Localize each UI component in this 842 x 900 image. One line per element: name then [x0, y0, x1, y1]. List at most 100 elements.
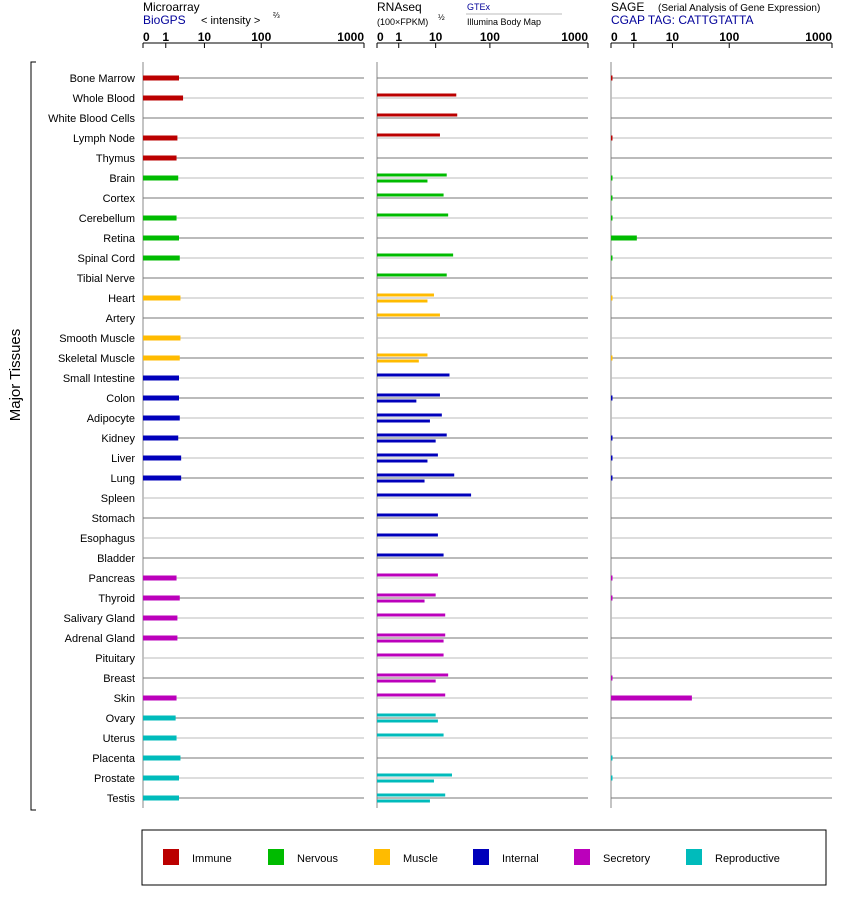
bar-sage — [611, 695, 692, 701]
x-tick-label: 10 — [429, 30, 443, 44]
bar-microarray — [143, 335, 181, 341]
bar-microarray — [143, 795, 180, 801]
bar-rnaseq-gtex — [377, 573, 438, 577]
tissue-label: Brain — [109, 173, 135, 185]
bar-sage — [611, 775, 613, 781]
x-tick-label: 100 — [251, 30, 271, 44]
legend-swatch-immune — [163, 849, 179, 865]
bar-rnaseq-bodymap — [377, 419, 430, 423]
tissue-label: Artery — [106, 313, 136, 325]
bar-rnaseq-bodymap — [377, 719, 438, 723]
tissue-label: Uterus — [103, 733, 136, 745]
bar-microarray — [143, 595, 180, 601]
tissue-label: Heart — [108, 293, 135, 305]
panel-note-gtex: GTEx — [467, 2, 491, 12]
x-tick-label: 100 — [480, 30, 500, 44]
bar-sage — [611, 75, 613, 81]
bar-microarray — [143, 135, 178, 141]
tissue-label: Bladder — [97, 553, 135, 565]
y-axis-bracket — [30, 61, 36, 811]
bar-microarray — [143, 735, 177, 741]
bar-rnaseq-gtex — [377, 393, 440, 397]
bar-rnaseq-gtex — [377, 513, 438, 517]
legend-label-nervous: Nervous — [297, 853, 338, 865]
tissue-label: Cerebellum — [79, 213, 135, 225]
tissue-label: Esophagus — [80, 533, 136, 545]
bar-rnaseq-gtex — [377, 733, 444, 737]
tissue-label: Skeletal Muscle — [58, 353, 135, 365]
bar-microarray — [143, 775, 180, 781]
bar-rnaseq-bodymap — [377, 439, 436, 443]
bar-microarray — [143, 615, 178, 621]
bar-rnaseq-gtex — [377, 553, 444, 557]
legend-swatch-internal — [473, 849, 489, 865]
bar-sage — [611, 675, 613, 681]
bar-rnaseq-gtex — [377, 133, 440, 137]
bar-sage — [611, 355, 613, 361]
x-tick-label: 100 — [719, 30, 739, 44]
x-tick-label: 1000 — [805, 30, 832, 44]
panel-header-sage: SAGE (Serial Analysis of Gene Expression… — [611, 0, 820, 27]
bar-rnaseq-gtex — [377, 293, 434, 297]
bar-rnaseq-gtex — [377, 493, 472, 497]
y-axis-title: Major Tissues — [7, 329, 24, 422]
bar-rnaseq-gtex — [377, 693, 446, 697]
legend-swatch-reproductive — [686, 849, 702, 865]
tissue-label: Spleen — [101, 493, 135, 505]
bar-rnaseq-gtex — [377, 193, 444, 197]
bar-rnaseq-gtex — [377, 653, 444, 657]
x-tick-label: 1000 — [561, 30, 588, 44]
bar-microarray — [143, 395, 180, 401]
bar-sage — [611, 475, 613, 481]
bar-rnaseq-gtex — [377, 593, 436, 597]
tissue-label: Skin — [114, 693, 135, 705]
bar-rnaseq-bodymap — [377, 599, 425, 603]
legend-label-secretory: Secretory — [603, 853, 651, 865]
panel-subtitle-extra: < intensity > — [201, 15, 260, 27]
bar-microarray — [143, 475, 182, 481]
tissue-label: Small Intestine — [63, 373, 135, 385]
x-tick-label: 10 — [198, 30, 212, 44]
bar-rnaseq-bodymap — [377, 399, 417, 403]
bar-microarray — [143, 375, 180, 381]
tissue-label: Breast — [103, 673, 135, 685]
bar-microarray — [143, 575, 177, 581]
bar-rnaseq-gtex — [377, 533, 438, 537]
bar-rnaseq-gtex — [377, 353, 428, 357]
tissue-label: Tibial Nerve — [77, 273, 135, 285]
tissue-label: Bone Marrow — [70, 73, 135, 85]
panel-subtitle-exponent: ½ — [438, 13, 445, 22]
bar-rnaseq-bodymap — [377, 799, 430, 803]
bar-rnaseq-gtex — [377, 313, 440, 317]
bar-rnaseq-gtex — [377, 473, 455, 477]
x-tick-label: 0 — [143, 30, 150, 44]
bar-microarray — [143, 455, 182, 461]
bar-microarray — [143, 175, 179, 181]
bar-rnaseq-gtex — [377, 773, 452, 777]
tissue-label: Thymus — [96, 153, 136, 165]
bar-microarray — [143, 695, 177, 701]
bar-microarray — [143, 215, 177, 221]
bar-microarray — [143, 635, 178, 641]
panel-title: Microarray — [143, 0, 200, 14]
bar-rnaseq-gtex — [377, 93, 457, 97]
tissue-label: Pituitary — [95, 653, 135, 665]
bar-microarray — [143, 235, 180, 241]
tissue-label: Thyroid — [98, 593, 135, 605]
bar-microarray — [143, 95, 184, 101]
bar-rnaseq-gtex — [377, 673, 449, 677]
bar-rnaseq-gtex — [377, 113, 458, 117]
bar-sage — [611, 195, 613, 201]
bar-rnaseq-bodymap — [377, 779, 434, 783]
tissue-label: White Blood Cells — [48, 113, 135, 125]
bar-rnaseq-bodymap — [377, 459, 428, 463]
bar-rnaseq-bodymap — [377, 639, 444, 643]
bar-rnaseq-gtex — [377, 253, 454, 257]
tissue-label: Ovary — [106, 713, 136, 725]
tissue-label: Adrenal Gland — [65, 633, 135, 645]
bar-sage — [611, 755, 613, 761]
panel-subtitle: (100×FPKM) — [377, 17, 428, 27]
tissue-label: Stomach — [92, 513, 135, 525]
bar-sage — [611, 595, 613, 601]
bar-rnaseq-gtex — [377, 713, 436, 717]
